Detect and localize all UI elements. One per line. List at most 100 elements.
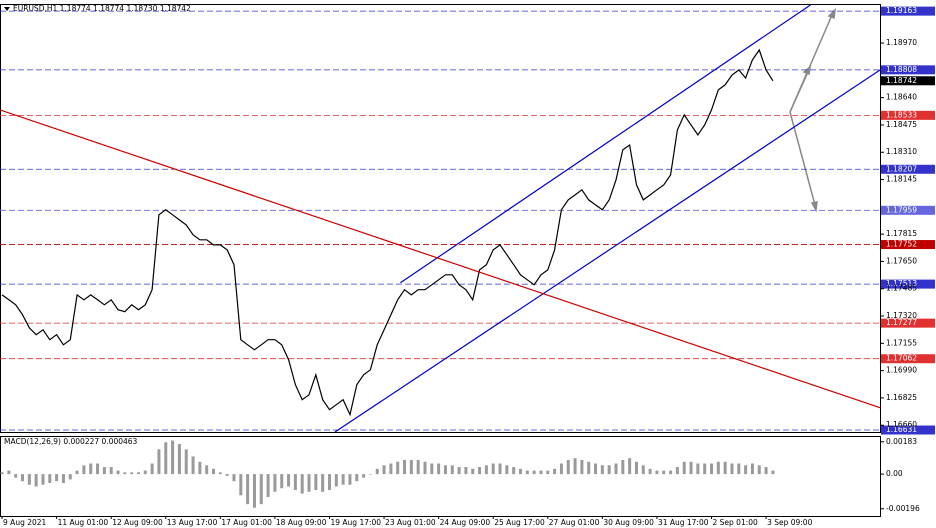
level-label: 1.18808 bbox=[886, 65, 917, 74]
x-tick-label: 24 Aug 09:00 bbox=[440, 518, 491, 527]
macd-bar bbox=[450, 465, 454, 475]
macd-bar bbox=[484, 465, 488, 475]
macd-bar bbox=[21, 474, 25, 482]
macd-bar bbox=[102, 467, 106, 475]
macd-bar bbox=[682, 461, 686, 475]
macd-bar bbox=[553, 468, 557, 475]
macd-bar bbox=[307, 474, 311, 492]
macd-bar bbox=[737, 463, 741, 475]
y-tick-label: 1.17650 bbox=[886, 256, 917, 265]
level-label: 1.19163 bbox=[886, 6, 917, 15]
macd-bar bbox=[82, 465, 86, 475]
macd-bar bbox=[764, 467, 768, 475]
macd-bar bbox=[239, 474, 243, 496]
x-tick-label: 27 Aug 01:00 bbox=[549, 518, 600, 527]
macd-bar bbox=[716, 461, 720, 475]
macd-bar bbox=[191, 456, 195, 475]
macd-bar bbox=[580, 459, 584, 475]
macd-bar bbox=[634, 461, 638, 475]
macd-bar bbox=[7, 470, 11, 475]
macd-bar bbox=[287, 474, 291, 487]
macd-bar bbox=[546, 470, 550, 475]
macd-bar bbox=[55, 474, 59, 482]
macd-bar bbox=[157, 449, 161, 475]
macd-bar bbox=[259, 474, 263, 505]
macd-bar bbox=[723, 461, 727, 475]
level-label: 1.18742 bbox=[886, 76, 917, 85]
macd-bar bbox=[641, 465, 645, 475]
macd-bar bbox=[559, 463, 563, 475]
macd-bar bbox=[327, 474, 331, 491]
macd-bar bbox=[464, 467, 468, 475]
level-label-box bbox=[881, 110, 935, 120]
level-label: 1.18207 bbox=[886, 164, 917, 173]
macd-bar bbox=[607, 465, 611, 475]
level-label-box bbox=[881, 279, 935, 289]
macd-title: MACD(12,26,9) 0.000227 0.000463 bbox=[4, 437, 138, 446]
level-label: 1.17062 bbox=[886, 354, 917, 363]
price-frame bbox=[0, 4, 881, 433]
macd-bar bbox=[14, 474, 18, 478]
x-tick-label: 12 Aug 09:00 bbox=[112, 518, 163, 527]
macd-bar bbox=[293, 474, 297, 491]
macd-bar bbox=[341, 474, 345, 485]
macd-bar bbox=[89, 463, 93, 475]
y-tick-label: 1.16660 bbox=[886, 420, 917, 429]
x-tick-label: 2 Sep 01:00 bbox=[713, 518, 759, 527]
macd-bar bbox=[498, 463, 502, 475]
x-tick-label: 19 Aug 17:00 bbox=[330, 518, 381, 527]
y-tick-label: 1.16990 bbox=[886, 366, 917, 375]
macd-bar bbox=[218, 472, 222, 475]
macd-bar bbox=[232, 474, 236, 482]
x-tick-label: 17 Aug 01:00 bbox=[221, 518, 272, 527]
macd-bar bbox=[348, 474, 352, 485]
macd-bar bbox=[375, 468, 379, 475]
macd-bar bbox=[621, 459, 625, 475]
macd-bar bbox=[689, 461, 693, 475]
macd-bar bbox=[409, 459, 413, 475]
trend-line bbox=[334, 69, 881, 433]
macd-bar bbox=[703, 463, 707, 475]
macd-bar bbox=[389, 463, 393, 475]
y-tick-label: 1.18475 bbox=[886, 120, 917, 129]
macd-bar bbox=[382, 465, 386, 475]
macd-bar bbox=[675, 467, 679, 475]
x-tick-label: 31 Aug 17:00 bbox=[658, 518, 709, 527]
macd-bar bbox=[512, 467, 516, 475]
macd-bar bbox=[532, 470, 536, 475]
macd-bar bbox=[600, 465, 604, 475]
macd-bar bbox=[300, 474, 304, 494]
macd-bar bbox=[437, 463, 441, 475]
macd-bar bbox=[27, 474, 31, 485]
level-label: 1.17277 bbox=[886, 318, 917, 327]
macd-bar bbox=[205, 465, 209, 475]
macd-bar bbox=[136, 472, 140, 475]
macd-bar bbox=[566, 459, 570, 475]
trend-line bbox=[0, 109, 881, 409]
macd-bar bbox=[539, 470, 543, 475]
macd-bar bbox=[184, 449, 188, 475]
macd-bar bbox=[614, 463, 618, 475]
macd-bar bbox=[252, 474, 256, 508]
macd-y-tick-label: -0.00196 bbox=[886, 504, 920, 513]
macd-bar bbox=[457, 467, 461, 475]
macd-bar bbox=[771, 470, 775, 475]
level-label: 1.17513 bbox=[886, 279, 917, 288]
macd-bar bbox=[669, 470, 673, 475]
x-tick-label: 23 Aug 01:00 bbox=[385, 518, 436, 527]
macd-bar bbox=[123, 472, 127, 475]
x-tick-label: 3 Sep 09:00 bbox=[767, 518, 813, 527]
macd-bar bbox=[177, 444, 181, 475]
macd-bar bbox=[730, 463, 734, 475]
macd-bar bbox=[246, 474, 250, 505]
macd-bar bbox=[628, 458, 632, 475]
macd-bar bbox=[280, 474, 284, 489]
x-tick-label: 11 Aug 01:00 bbox=[58, 518, 109, 527]
x-tick-label: 25 Aug 17:00 bbox=[494, 518, 545, 527]
y-tick-label: 1.17485 bbox=[886, 284, 917, 293]
macd-bar bbox=[61, 474, 65, 483]
macd-bar bbox=[266, 474, 270, 498]
macd-bar bbox=[150, 463, 154, 475]
